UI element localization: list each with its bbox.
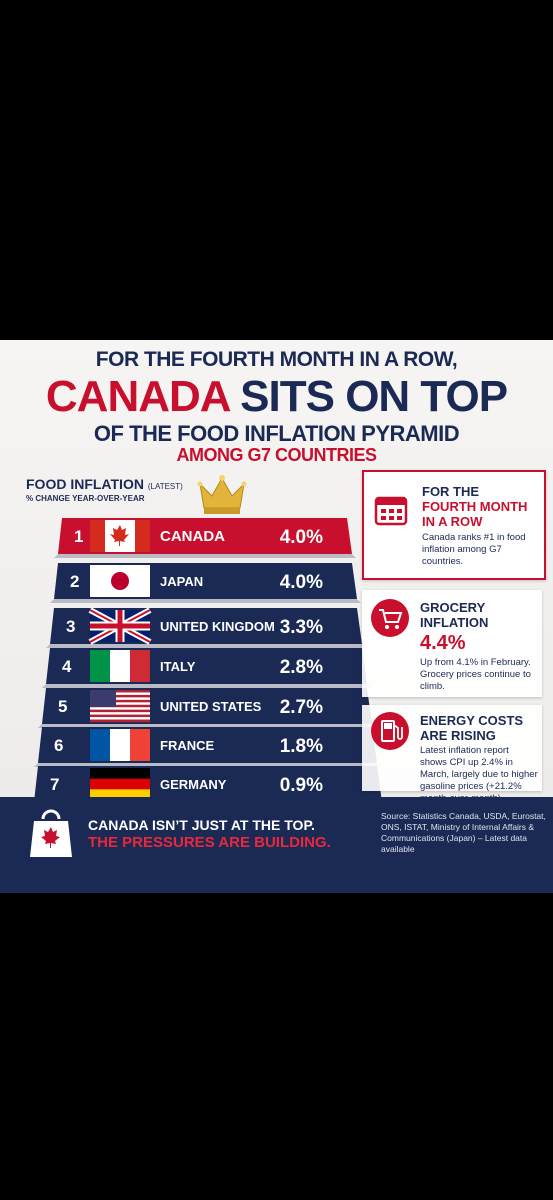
maple-leaf — [110, 525, 129, 546]
flag — [90, 690, 150, 723]
flag — [90, 729, 150, 761]
flag-stripe — [90, 699, 150, 703]
headline-line: OF THE FOOD INFLATION PYRAMID — [93, 421, 460, 446]
flag-stripe — [90, 707, 150, 710]
panel: ENERGY COSTS ARE RISING Latest inflation… — [362, 705, 542, 804]
headline-navy: SITS ON TOP — [240, 372, 508, 421]
row-shelf — [42, 684, 371, 688]
flag-cross — [90, 610, 150, 642]
table-title-note: (LATEST) — [147, 482, 183, 491]
flag-stripe — [90, 697, 150, 701]
headline-red: CANADA — [45, 372, 230, 421]
row-shelf — [54, 554, 356, 558]
flag-stripe — [90, 717, 150, 720]
rank: 2 — [70, 572, 79, 591]
flag — [88, 607, 152, 645]
flag-stripe — [90, 704, 150, 708]
country: ITALY — [160, 659, 196, 674]
value: 0.9% — [280, 775, 323, 796]
table-subtitle: % CHANGE YEAR-OVER-YEAR — [26, 494, 145, 503]
bag-icon — [30, 809, 72, 857]
flag — [90, 650, 150, 682]
flag-band — [130, 729, 150, 761]
crown — [197, 475, 247, 514]
fuel-icon — [371, 712, 409, 750]
footer-line: CANADA ISN’T JUST AT THE TOP. — [88, 817, 315, 833]
country: FRANCE — [160, 738, 214, 753]
panel-body: Up from 4.1% in February. Grocery prices… — [420, 657, 531, 692]
country: CANADA — [160, 528, 225, 545]
country: UNITED KINGDOM — [160, 619, 275, 634]
footer: CANADA ISN’T JUST AT THE TOP. THE PRESSU… — [0, 797, 553, 893]
flag-disc — [111, 572, 129, 590]
flag-band — [90, 778, 150, 790]
value: 4.0% — [280, 527, 323, 548]
panel-highlight: 4.4% — [420, 632, 466, 654]
pyramid: 1 CANADA 4.0% 2 JAPAN 4.0% 3 UNITED KINGDOM 3.3%… — [30, 475, 386, 806]
headline-line: FOR THE FOURTH MONTH IN A ROW, — [95, 348, 458, 371]
flag — [90, 565, 150, 597]
panel-title: FOR THE — [422, 484, 480, 499]
row-shelf — [50, 599, 361, 603]
flag-band — [90, 789, 150, 801]
flag-stripe — [90, 714, 150, 718]
flag-band — [90, 520, 105, 552]
value: 4.0% — [280, 572, 323, 593]
flag-stripe — [90, 692, 150, 696]
value: 2.8% — [280, 657, 323, 678]
panel-highlight: FOURTH MONTH IN A ROW — [422, 499, 528, 529]
rank: 6 — [54, 736, 63, 755]
flag-canton — [90, 690, 116, 707]
rank: 5 — [58, 697, 67, 716]
flag-band — [130, 650, 150, 682]
row-shelf — [46, 644, 366, 648]
flag-stripe — [90, 709, 150, 713]
rank: 7 — [50, 775, 59, 794]
flag-band — [90, 650, 110, 682]
panel: GROCERY INFLATION 4.4% Up from 4.1% in F… — [362, 590, 542, 697]
calendar-icon — [374, 496, 408, 526]
panel-title: ENERGY COSTS ARE RISING — [420, 713, 524, 743]
cart-icon — [371, 599, 409, 637]
flag-stripe — [90, 702, 150, 705]
table-title-text: FOOD INFLATION — [26, 476, 144, 492]
rank: 1 — [74, 527, 83, 546]
flag-band — [135, 520, 150, 552]
flag — [90, 520, 150, 552]
infographic: FOR THE FOURTH MONTH IN A ROW, CANADA SI… — [0, 340, 553, 893]
value: 1.8% — [280, 736, 323, 757]
headline-main: CANADA SITS ON TOP — [0, 372, 553, 422]
value: 2.7% — [280, 697, 323, 718]
flag-stripe — [90, 719, 150, 723]
panel: FOR THE FOURTH MONTH IN A ROW Canada ran… — [362, 470, 546, 580]
flag — [90, 768, 150, 801]
country: GERMANY — [160, 777, 227, 792]
panel-body: Canada ranks #1 in food inflation among … — [422, 532, 526, 567]
table-title: FOOD INFLATION (LATEST) — [26, 476, 183, 492]
flag-stripe — [90, 690, 150, 693]
source: Source: Statistics Canada, USDA, Eurosta… — [381, 811, 546, 854]
flag-band — [90, 729, 110, 761]
footer-line: THE PRESSURES ARE BUILDING. — [88, 834, 331, 851]
headline-line: AMONG G7 COUNTRIES — [176, 445, 377, 465]
flag-stripe — [90, 712, 150, 715]
value: 3.3% — [280, 617, 323, 638]
panel-body: Latest inflation report shows CPI up 2.4… — [420, 745, 538, 804]
panel-title: GROCERY INFLATION — [420, 600, 489, 630]
country: JAPAN — [160, 574, 203, 589]
flag-band — [110, 729, 130, 761]
country: UNITED STATES — [160, 699, 262, 714]
flag-band — [90, 768, 150, 779]
rank: 4 — [62, 657, 72, 676]
rank: 3 — [66, 617, 75, 636]
flag-stripe — [90, 694, 150, 698]
flag-band — [110, 650, 130, 682]
